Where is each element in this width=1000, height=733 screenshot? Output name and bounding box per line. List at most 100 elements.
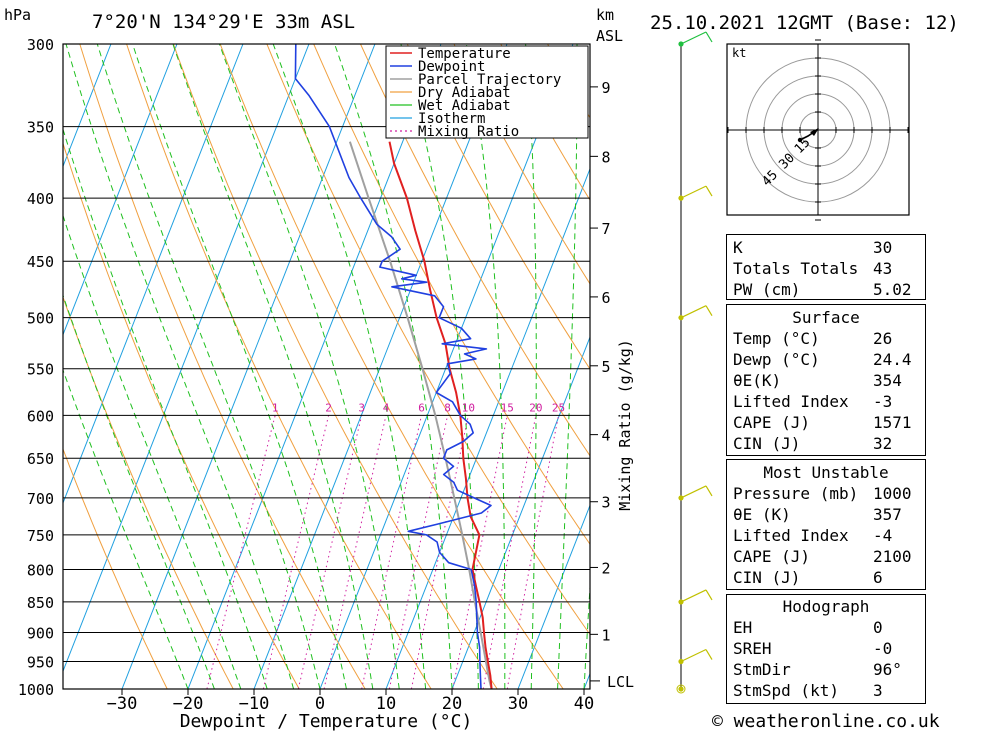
hodo-sreh-value: -0 xyxy=(873,639,893,658)
hodo-sreh-label: SREH xyxy=(733,639,772,658)
pressure-tick-label: 500 xyxy=(27,310,54,328)
mu-theta-label: θE (K) xyxy=(733,505,791,524)
pressure-tick-label: 400 xyxy=(27,190,54,208)
isotherm-line xyxy=(517,504,590,689)
wind-barb-flag xyxy=(705,31,713,43)
wet-adiabat-line xyxy=(63,368,189,689)
temperature-tick-label: 20 xyxy=(442,694,462,714)
surface-cape-row: CAPE (J) 1571 xyxy=(733,412,921,433)
mu-cape-value: 2100 xyxy=(873,547,912,566)
mixing-ratio-line xyxy=(506,415,559,689)
mixing-ratio-label: 8 xyxy=(444,401,451,414)
wet-adiabat-line xyxy=(172,44,374,689)
temperature-tick-label: 40 xyxy=(574,694,594,714)
wind-barb-flag xyxy=(705,185,713,197)
dry-adiabat-line xyxy=(406,44,590,370)
surface-dewp-value: 24.4 xyxy=(873,350,912,369)
isotherm-line xyxy=(63,44,310,673)
pressure-axis: 300 350 400 450 500 550 600 650 700 750 800 850 900 9… xyxy=(18,36,54,699)
index-tt-row: Totals Totals 43 xyxy=(733,258,921,279)
mixing-ratio-line xyxy=(262,415,330,689)
mixing-ratio-labels: 1 2 3 4 6 8 10 15 20 25 xyxy=(272,401,565,414)
mu-cape-row: CAPE (J) 2100 xyxy=(733,546,921,567)
wind-barb-staff xyxy=(680,185,707,199)
pressure-tick-label: 300 xyxy=(27,36,54,54)
mixing-ratio-line xyxy=(452,415,508,689)
index-pw-label: PW (cm) xyxy=(733,280,801,299)
hodo-sreh-row: SREH -0 xyxy=(733,638,921,659)
wet-adiabat-line xyxy=(96,44,321,689)
temperature-tick-label: −10 xyxy=(239,694,270,714)
km-tick-label: 3 xyxy=(601,494,610,512)
legend-label-dry: Dry Adiabat xyxy=(418,85,511,101)
km-tick-label: 9 xyxy=(601,79,610,97)
surface-cin-row: CIN (J) 32 xyxy=(733,433,921,454)
wind-barb-staff xyxy=(680,31,707,45)
mu-pressure-row: Pressure (mb) 1000 xyxy=(733,483,921,504)
index-tt-value: 43 xyxy=(873,259,893,278)
hodograph-stats-title: Hodograph xyxy=(782,597,870,616)
km-tick-label: 7 xyxy=(601,220,610,238)
legend-label-mixing: Mixing Ratio xyxy=(418,124,519,140)
mu-cape-label: CAPE (J) xyxy=(733,547,811,566)
wet-adiabat-line xyxy=(63,293,215,689)
pressure-tick-label: 1000 xyxy=(18,681,54,699)
hodograph-stats-panel: Hodograph EH 0 SREH -0 StmDir 96° StmSpd (k… xyxy=(726,594,926,704)
location-title: 7°20'N 134°29'E 33m ASL xyxy=(92,11,355,33)
mu-theta-row: θE (K) 357 xyxy=(733,504,921,525)
km-tick-label: 5 xyxy=(601,358,610,376)
mixing-ratio-label: 1 xyxy=(272,401,279,414)
dry-adiabat-line xyxy=(360,44,590,457)
mu-cin-label: CIN (J) xyxy=(733,568,801,587)
wind-barb-flag xyxy=(705,305,713,316)
pressure-tick-label: 550 xyxy=(27,361,54,379)
temperature-tick-label: −20 xyxy=(173,694,204,714)
surface-cape-label: CAPE (J) xyxy=(733,413,811,432)
surface-li-label: Lifted Index xyxy=(733,392,849,411)
temperature-tick-label: 30 xyxy=(508,694,528,714)
hodo-eh-label: EH xyxy=(733,618,753,637)
wind-barb-staff xyxy=(680,648,707,663)
wet-adiabat-line xyxy=(132,44,347,689)
wet-adiabat-line xyxy=(465,44,506,689)
temperature-tick-label: 10 xyxy=(376,694,396,714)
pressure-tick-label: 950 xyxy=(27,654,54,672)
surface-li-value: -3 xyxy=(873,392,893,411)
dry-adiabat-line xyxy=(922,44,1000,689)
mu-cin-row: CIN (J) 6 xyxy=(733,567,921,588)
pressure-tick-label: 350 xyxy=(27,119,54,137)
surface-dewp-label: Dewp (°C) xyxy=(733,350,820,369)
mixing-ratio-label: 4 xyxy=(383,401,390,414)
asl-label: ASL xyxy=(596,27,623,45)
mu-theta-value: 357 xyxy=(873,505,902,524)
hodograph-start-dot xyxy=(797,137,803,143)
isotherm-line xyxy=(319,44,574,689)
pressure-tick-label: 700 xyxy=(27,490,54,508)
km-tick-label: 6 xyxy=(601,289,610,307)
surface-title: Surface xyxy=(792,308,860,327)
mixing-ratio-label: 20 xyxy=(529,401,542,414)
index-pw-value: 5.02 xyxy=(873,280,912,299)
surface-cin-value: 32 xyxy=(873,434,893,453)
temperature-line xyxy=(388,141,493,689)
legend-label-temperature: Temperature xyxy=(418,46,511,62)
mixing-ratio-axis-label: Mixing Ratio (g/kg) xyxy=(616,339,634,511)
surface-theta-value: 354 xyxy=(873,371,902,390)
dry-adiabat-line xyxy=(313,44,590,546)
plot-frame xyxy=(62,43,591,690)
index-tt-label: Totals Totals xyxy=(733,259,859,278)
wind-barb-staff xyxy=(680,589,707,603)
mixing-ratio-line xyxy=(482,415,537,689)
wet-adiabat-line xyxy=(63,127,268,689)
hodograph-arrow-icon xyxy=(810,128,819,136)
dewpoint-line xyxy=(294,44,492,689)
index-k-label: K xyxy=(733,238,743,257)
legend-label-wet: Wet Adiabat xyxy=(418,98,511,114)
surface-panel: Surface Temp (°C) 26 Dewp (°C) 24.4 θE(K) 3… xyxy=(726,304,926,456)
index-k-row: K 30 xyxy=(733,237,921,258)
wind-barb-flag xyxy=(705,589,713,601)
hodo-stmdir-label: StmDir xyxy=(733,660,791,679)
x-axis-label: Dewpoint / Temperature (°C) xyxy=(180,711,473,732)
datetime-title: 25.10.2021 12GMT (Base: 12) xyxy=(650,12,959,34)
surface-temp-value: 26 xyxy=(873,329,893,348)
